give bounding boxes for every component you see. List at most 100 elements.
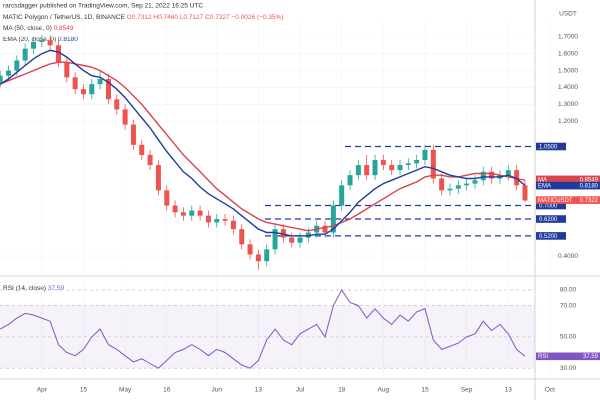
candle-body [80,89,86,95]
candle-body [505,170,511,176]
candle-body [5,70,11,76]
rsi-tick-label: 70.00 [560,302,577,309]
candle-body [72,77,78,90]
x-tick-label: 13 [255,387,263,394]
candle-body [230,220,236,230]
legend-value: 0.8180 [58,36,78,43]
level-badge-value: 0.7000 [539,203,558,209]
x-tick-label: 18 [338,387,346,394]
x-tick-label: Jun [212,387,223,394]
candle-body [522,185,528,201]
level-badge-bg [536,232,566,240]
candle-body [489,171,495,179]
x-tick-label: May [119,387,132,394]
candle-body [422,149,428,160]
candle-body [180,212,186,216]
candle-body [447,188,453,191]
candle-body [164,190,170,206]
candle-body [355,165,361,176]
y-tick-label: 1.6000 [558,50,578,57]
x-tick-label: 15 [421,387,429,394]
rsi-tick-label: 30.00 [560,365,577,372]
candle-body [330,205,336,233]
candle-body [22,48,28,61]
candle-body [189,210,195,216]
legend-ma: MA (50, close, 0) 0.8549 [3,25,74,32]
candle-body [239,229,245,245]
indicator-line [0,61,526,232]
candle-body [339,185,345,206]
legend-rsi: RSI (14, close) 37.59 [3,285,64,292]
rsi-badge-name: RSI [538,354,548,360]
candle-body [64,62,70,78]
candle-body [305,232,311,238]
candle-body [172,205,178,213]
candle-body [55,45,61,63]
candle-body [280,229,286,238]
candle-body [480,171,486,181]
candle-body [389,165,395,171]
publisher: rarcsdagger published on TradingView.com… [3,3,203,10]
candle-body [205,215,211,223]
candle-body [105,79,111,100]
candle-body [214,219,220,223]
ohlc: O0.7312 H0.7460 L0.7127 C0.7327 −0.0026 … [127,14,284,21]
symbol-line: MATIC Polygon / TetherUS, 1D, BINANCE O0… [3,14,284,21]
y-tick-label: 0.4000 [558,253,578,260]
symbol: MATIC Polygon / TetherUS, 1D, BINANCE [3,14,126,21]
candle-body [247,244,253,255]
level-badge-bg [536,215,566,223]
candle-body [380,159,386,166]
candle-body [297,237,303,243]
candle-body [114,99,120,110]
y-tick-label: 1.5000 [558,67,578,74]
rsi-badge-bg [536,352,600,361]
x-tick-label: Sep [461,387,473,394]
series-badge-bg [536,181,600,190]
series-badge-bg [536,175,600,184]
x-tick-label: Oct [545,387,555,394]
y-tick-label: 1.3000 [558,101,578,108]
legend-name: MA (50, close, 0) [3,25,52,32]
rsi-badge-value: 37.59 [583,354,599,360]
y-tick-label: 1.4000 [558,84,578,91]
candle-body [255,254,261,262]
candle-body [472,180,478,184]
candle-body [89,84,95,95]
x-tick-label: Aug [378,387,390,394]
x-tick-label: 13 [505,387,513,394]
level-badge-bg [536,142,566,151]
candle-body [39,40,45,42]
y-tick-label: 1.2000 [558,118,578,125]
legend-value: 37.59 [48,285,65,292]
x-tick-label: 16 [163,387,171,394]
legend-name: RSI (14, close) [3,285,46,292]
candle-body [0,75,3,83]
candle-body [347,175,353,186]
series-badge-name: EMA [538,184,551,190]
candle-body [264,249,270,262]
legend-value: 0.8549 [54,25,74,32]
candle-body [439,178,445,191]
candle-body [14,60,20,71]
candle-body [155,165,161,191]
legend-name: EMA (20, close, 0) [3,36,56,43]
level-badge-value: 1.0500 [539,144,558,150]
rsi-line [0,289,526,369]
candle-body [430,149,436,179]
candle-body [130,124,136,145]
candle-body [405,163,411,166]
candle-body [122,109,128,125]
candle-body [322,225,328,233]
candle-body [222,219,228,221]
candle-body [197,210,203,216]
candle-body [47,40,53,46]
x-tick-label: 15 [80,387,88,394]
candle-body [464,183,470,186]
rsi-tick-label: 80.00 [560,287,577,294]
x-tick-label: Apr [37,387,48,394]
candle-body [97,79,103,85]
level-badge-value: 0.5200 [539,234,558,240]
y-tick-label: 1.7000 [558,34,578,41]
candle-body [272,229,278,250]
